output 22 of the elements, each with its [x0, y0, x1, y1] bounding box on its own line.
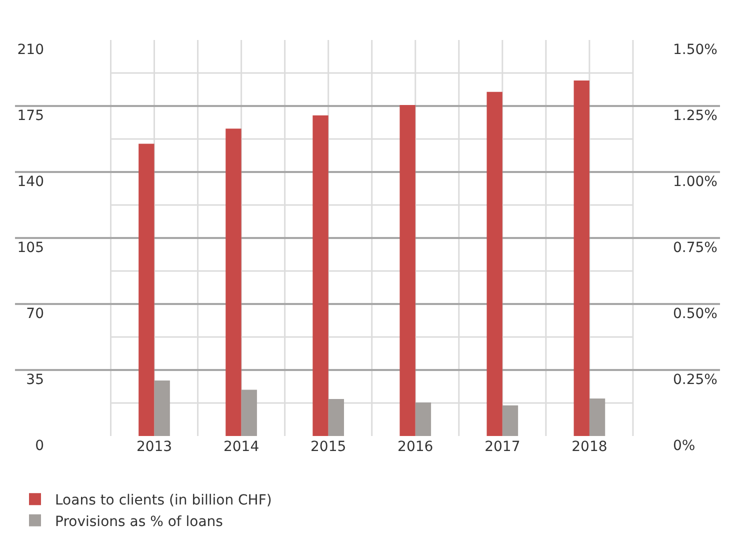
x-tick-label: 2014: [223, 439, 260, 455]
legend-label: Loans to clients (in billion CHF): [55, 492, 272, 509]
x-tick-label: 2015: [310, 439, 346, 455]
y2-tick-label: 1.50%: [673, 42, 718, 58]
y2-tick-label: 1.00%: [673, 174, 718, 190]
y-tick-label: 0: [35, 438, 44, 454]
y-tick-label: 105: [17, 240, 44, 256]
y2-tick-label: 0.75%: [673, 240, 718, 256]
y2-tick-label: 0.50%: [673, 306, 718, 322]
x-tick-label: 2016: [398, 439, 434, 455]
y-tick-label: 140: [17, 174, 44, 190]
y-tick-label: 210: [17, 42, 44, 58]
legend-label: Provisions as % of loans: [55, 514, 223, 530]
y2-tick-label: 0.25%: [673, 372, 718, 388]
x-tick-label: 2017: [484, 439, 520, 455]
y-tick-label: 35: [26, 372, 44, 388]
y-tick-label: 70: [26, 306, 44, 322]
x-tick-label: 2018: [572, 439, 608, 455]
x-tick-label: 2013: [136, 439, 172, 455]
y2-tick-label: 1.25%: [673, 108, 718, 124]
y2-tick-label: 0%: [673, 438, 696, 454]
y-tick-label: 175: [17, 108, 44, 124]
